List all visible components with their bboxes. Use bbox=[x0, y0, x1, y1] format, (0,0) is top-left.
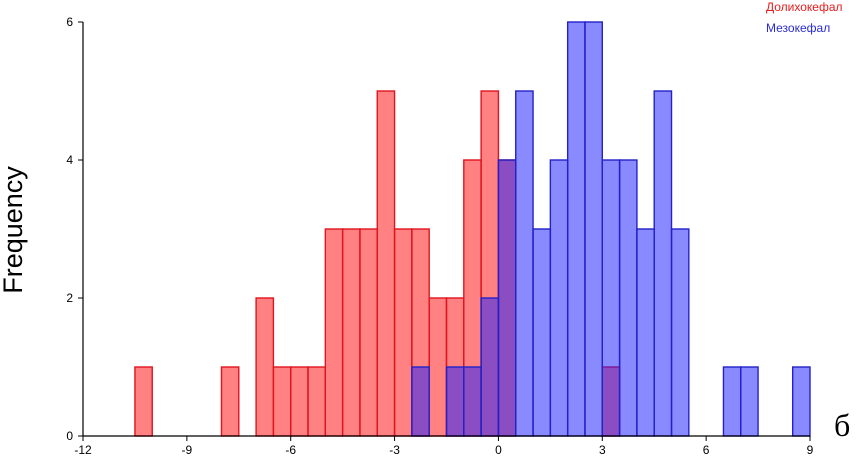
bar-mesocephal bbox=[549, 159, 569, 437]
bar-dolichocephal bbox=[376, 90, 396, 437]
bar-mesocephal bbox=[791, 366, 811, 437]
x-tick-label: 9 bbox=[807, 443, 814, 457]
bar-mesocephal bbox=[497, 159, 517, 437]
bar-mesocephal bbox=[584, 21, 603, 437]
y-axis-label: Frequency bbox=[0, 166, 28, 294]
legend-entry-dolichocephal: Долихокефал bbox=[766, 0, 843, 14]
x-tick-label: -12 bbox=[74, 443, 92, 457]
bar-dolichocephal bbox=[134, 366, 153, 437]
bar-mesocephal bbox=[636, 228, 655, 437]
bar-mesocephal bbox=[515, 90, 534, 437]
bar-mesocephal bbox=[463, 366, 482, 437]
y-tick-label: 4 bbox=[66, 153, 73, 167]
bar-mesocephal bbox=[601, 159, 621, 437]
legend-entry-mesocephal: Мезокефал bbox=[766, 21, 830, 35]
x-tick-label: -9 bbox=[182, 443, 193, 457]
bar-dolichocephal bbox=[341, 228, 361, 437]
bar-dolichocephal bbox=[255, 297, 275, 437]
bar-mesocephal bbox=[618, 159, 638, 437]
axes bbox=[78, 21, 811, 441]
y-tick-label: 0 bbox=[66, 429, 73, 443]
bar-mesocephal bbox=[653, 90, 673, 437]
x-tick-label: -6 bbox=[285, 443, 296, 457]
bar-dolichocephal bbox=[324, 228, 344, 437]
corner-label: б bbox=[834, 407, 850, 443]
bar-mesocephal bbox=[670, 228, 690, 437]
tick-labels: -12 -9 -6 -3 0 3 6 9 0 2 4 6 bbox=[66, 15, 813, 457]
bar-mesocephal bbox=[445, 366, 465, 437]
x-tick-label: 3 bbox=[599, 443, 606, 457]
bar-mesocephal bbox=[411, 366, 430, 437]
bar-dolichocephal bbox=[393, 228, 413, 437]
bar-dolichocephal bbox=[220, 366, 240, 437]
x-tick-label: 6 bbox=[703, 443, 710, 457]
y-tick-label: 2 bbox=[66, 291, 73, 305]
bar-dolichocephal bbox=[307, 366, 327, 437]
series-mesocephal-bars bbox=[411, 21, 811, 437]
bar-mesocephal bbox=[532, 228, 552, 437]
bar-dolichocephal bbox=[428, 297, 448, 437]
bar-mesocephal bbox=[740, 366, 759, 437]
x-tick-label: -3 bbox=[389, 443, 400, 457]
bar-mesocephal bbox=[566, 21, 586, 437]
bar-dolichocephal bbox=[359, 228, 378, 437]
y-tick-label: 6 bbox=[66, 15, 73, 29]
bar-mesocephal bbox=[480, 297, 500, 437]
x-tick-label: 0 bbox=[495, 443, 502, 457]
legend: Долихокефал Мезокефал bbox=[766, 0, 843, 35]
bar-dolichocephal bbox=[290, 366, 309, 437]
bar-mesocephal bbox=[722, 366, 742, 437]
bar-dolichocephal bbox=[272, 366, 292, 437]
